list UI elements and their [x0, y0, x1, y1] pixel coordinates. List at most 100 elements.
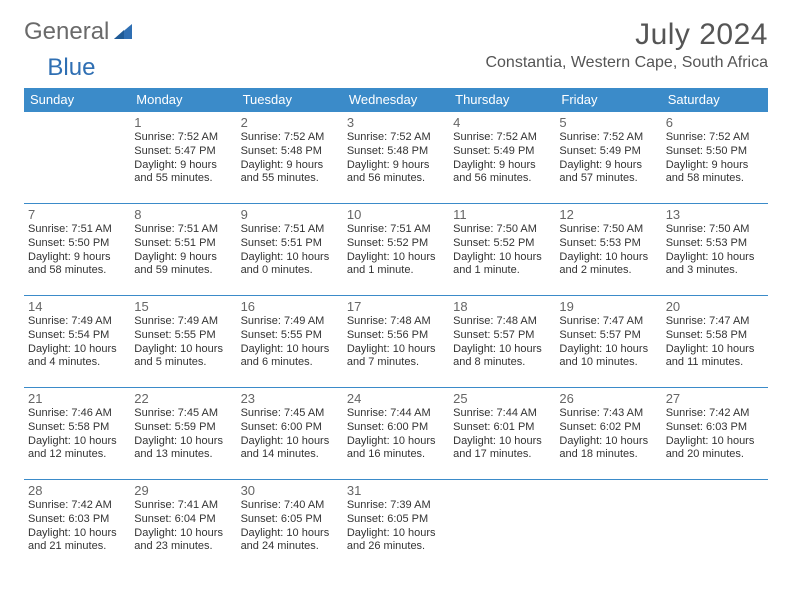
day-number: 25 — [453, 391, 551, 406]
day-header: Sunday — [24, 88, 130, 112]
calendar-day-cell: 25Sunrise: 7:44 AMSunset: 6:01 PMDayligh… — [449, 388, 555, 480]
day-number: 16 — [241, 299, 339, 314]
calendar-day-cell: 18Sunrise: 7:48 AMSunset: 5:57 PMDayligh… — [449, 296, 555, 388]
day-details: Sunrise: 7:52 AMSunset: 5:49 PMDaylight:… — [453, 131, 551, 186]
calendar-empty-cell — [662, 480, 768, 572]
day-number: 19 — [559, 299, 657, 314]
calendar-day-cell: 11Sunrise: 7:50 AMSunset: 5:52 PMDayligh… — [449, 204, 555, 296]
calendar-empty-cell — [555, 480, 661, 572]
day-details: Sunrise: 7:51 AMSunset: 5:52 PMDaylight:… — [347, 223, 445, 278]
day-number: 22 — [134, 391, 232, 406]
calendar-day-cell: 19Sunrise: 7:47 AMSunset: 5:57 PMDayligh… — [555, 296, 661, 388]
day-details: Sunrise: 7:50 AMSunset: 5:53 PMDaylight:… — [559, 223, 657, 278]
day-number: 21 — [28, 391, 126, 406]
calendar-empty-cell — [449, 480, 555, 572]
calendar-week-row: 14Sunrise: 7:49 AMSunset: 5:54 PMDayligh… — [24, 296, 768, 388]
day-details: Sunrise: 7:44 AMSunset: 6:01 PMDaylight:… — [453, 407, 551, 462]
logo: General — [24, 18, 134, 46]
calendar-day-cell: 30Sunrise: 7:40 AMSunset: 6:05 PMDayligh… — [237, 480, 343, 572]
day-number: 9 — [241, 207, 339, 222]
calendar-day-cell: 27Sunrise: 7:42 AMSunset: 6:03 PMDayligh… — [662, 388, 768, 480]
day-details: Sunrise: 7:46 AMSunset: 5:58 PMDaylight:… — [28, 407, 126, 462]
day-header: Tuesday — [237, 88, 343, 112]
day-details: Sunrise: 7:51 AMSunset: 5:51 PMDaylight:… — [241, 223, 339, 278]
day-details: Sunrise: 7:52 AMSunset: 5:47 PMDaylight:… — [134, 131, 232, 186]
day-details: Sunrise: 7:49 AMSunset: 5:55 PMDaylight:… — [241, 315, 339, 370]
calendar-day-cell: 2Sunrise: 7:52 AMSunset: 5:48 PMDaylight… — [237, 112, 343, 204]
day-details: Sunrise: 7:44 AMSunset: 6:00 PMDaylight:… — [347, 407, 445, 462]
calendar-day-cell: 20Sunrise: 7:47 AMSunset: 5:58 PMDayligh… — [662, 296, 768, 388]
calendar-day-cell: 24Sunrise: 7:44 AMSunset: 6:00 PMDayligh… — [343, 388, 449, 480]
day-details: Sunrise: 7:49 AMSunset: 5:54 PMDaylight:… — [28, 315, 126, 370]
day-number: 15 — [134, 299, 232, 314]
day-number: 5 — [559, 115, 657, 130]
location-subtitle: Constantia, Western Cape, South Africa — [485, 54, 768, 72]
day-number: 2 — [241, 115, 339, 130]
calendar-day-cell: 4Sunrise: 7:52 AMSunset: 5:49 PMDaylight… — [449, 112, 555, 204]
calendar-day-cell: 17Sunrise: 7:48 AMSunset: 5:56 PMDayligh… — [343, 296, 449, 388]
calendar-day-cell: 9Sunrise: 7:51 AMSunset: 5:51 PMDaylight… — [237, 204, 343, 296]
calendar-body: 1Sunrise: 7:52 AMSunset: 5:47 PMDaylight… — [24, 112, 768, 572]
day-details: Sunrise: 7:45 AMSunset: 5:59 PMDaylight:… — [134, 407, 232, 462]
calendar-day-cell: 26Sunrise: 7:43 AMSunset: 6:02 PMDayligh… — [555, 388, 661, 480]
calendar-week-row: 7Sunrise: 7:51 AMSunset: 5:50 PMDaylight… — [24, 204, 768, 296]
day-details: Sunrise: 7:52 AMSunset: 5:49 PMDaylight:… — [559, 131, 657, 186]
calendar-week-row: 28Sunrise: 7:42 AMSunset: 6:03 PMDayligh… — [24, 480, 768, 572]
day-details: Sunrise: 7:47 AMSunset: 5:57 PMDaylight:… — [559, 315, 657, 370]
calendar-week-row: 21Sunrise: 7:46 AMSunset: 5:58 PMDayligh… — [24, 388, 768, 480]
calendar-day-cell: 8Sunrise: 7:51 AMSunset: 5:51 PMDaylight… — [130, 204, 236, 296]
calendar-day-cell: 10Sunrise: 7:51 AMSunset: 5:52 PMDayligh… — [343, 204, 449, 296]
day-number: 24 — [347, 391, 445, 406]
calendar-day-cell: 22Sunrise: 7:45 AMSunset: 5:59 PMDayligh… — [130, 388, 236, 480]
day-number: 6 — [666, 115, 764, 130]
day-details: Sunrise: 7:52 AMSunset: 5:48 PMDaylight:… — [347, 131, 445, 186]
calendar-day-cell: 6Sunrise: 7:52 AMSunset: 5:50 PMDaylight… — [662, 112, 768, 204]
day-number: 11 — [453, 207, 551, 222]
day-number: 27 — [666, 391, 764, 406]
title-block: July 2024 Constantia, Western Cape, Sout… — [485, 18, 768, 72]
day-number: 18 — [453, 299, 551, 314]
calendar-day-cell: 5Sunrise: 7:52 AMSunset: 5:49 PMDaylight… — [555, 112, 661, 204]
logo-text-blue: Blue — [47, 54, 95, 82]
day-details: Sunrise: 7:51 AMSunset: 5:50 PMDaylight:… — [28, 223, 126, 278]
calendar-day-cell: 7Sunrise: 7:51 AMSunset: 5:50 PMDaylight… — [24, 204, 130, 296]
day-number: 17 — [347, 299, 445, 314]
day-details: Sunrise: 7:41 AMSunset: 6:04 PMDaylight:… — [134, 499, 232, 554]
day-number: 3 — [347, 115, 445, 130]
calendar-day-cell: 12Sunrise: 7:50 AMSunset: 5:53 PMDayligh… — [555, 204, 661, 296]
day-details: Sunrise: 7:45 AMSunset: 6:00 PMDaylight:… — [241, 407, 339, 462]
day-number: 10 — [347, 207, 445, 222]
day-number: 1 — [134, 115, 232, 130]
day-details: Sunrise: 7:40 AMSunset: 6:05 PMDaylight:… — [241, 499, 339, 554]
calendar-week-row: 1Sunrise: 7:52 AMSunset: 5:47 PMDaylight… — [24, 112, 768, 204]
day-details: Sunrise: 7:50 AMSunset: 5:52 PMDaylight:… — [453, 223, 551, 278]
day-number: 14 — [28, 299, 126, 314]
day-header: Thursday — [449, 88, 555, 112]
day-details: Sunrise: 7:50 AMSunset: 5:53 PMDaylight:… — [666, 223, 764, 278]
day-number: 7 — [28, 207, 126, 222]
day-details: Sunrise: 7:42 AMSunset: 6:03 PMDaylight:… — [28, 499, 126, 554]
day-number: 29 — [134, 483, 232, 498]
day-number: 28 — [28, 483, 126, 498]
day-number: 12 — [559, 207, 657, 222]
day-details: Sunrise: 7:48 AMSunset: 5:56 PMDaylight:… — [347, 315, 445, 370]
day-number: 31 — [347, 483, 445, 498]
day-header: Monday — [130, 88, 236, 112]
calendar-head: SundayMondayTuesdayWednesdayThursdayFrid… — [24, 88, 768, 112]
day-details: Sunrise: 7:52 AMSunset: 5:50 PMDaylight:… — [666, 131, 764, 186]
logo-text-general: General — [24, 18, 109, 46]
day-header: Wednesday — [343, 88, 449, 112]
logo-sail-icon — [112, 22, 134, 42]
calendar-day-cell: 1Sunrise: 7:52 AMSunset: 5:47 PMDaylight… — [130, 112, 236, 204]
day-number: 4 — [453, 115, 551, 130]
calendar-day-cell: 31Sunrise: 7:39 AMSunset: 6:05 PMDayligh… — [343, 480, 449, 572]
day-header: Friday — [555, 88, 661, 112]
day-details: Sunrise: 7:42 AMSunset: 6:03 PMDaylight:… — [666, 407, 764, 462]
day-header-row: SundayMondayTuesdayWednesdayThursdayFrid… — [24, 88, 768, 112]
calendar-empty-cell — [24, 112, 130, 204]
day-number: 13 — [666, 207, 764, 222]
day-details: Sunrise: 7:43 AMSunset: 6:02 PMDaylight:… — [559, 407, 657, 462]
calendar-table: SundayMondayTuesdayWednesdayThursdayFrid… — [24, 88, 768, 572]
day-details: Sunrise: 7:47 AMSunset: 5:58 PMDaylight:… — [666, 315, 764, 370]
calendar-day-cell: 21Sunrise: 7:46 AMSunset: 5:58 PMDayligh… — [24, 388, 130, 480]
